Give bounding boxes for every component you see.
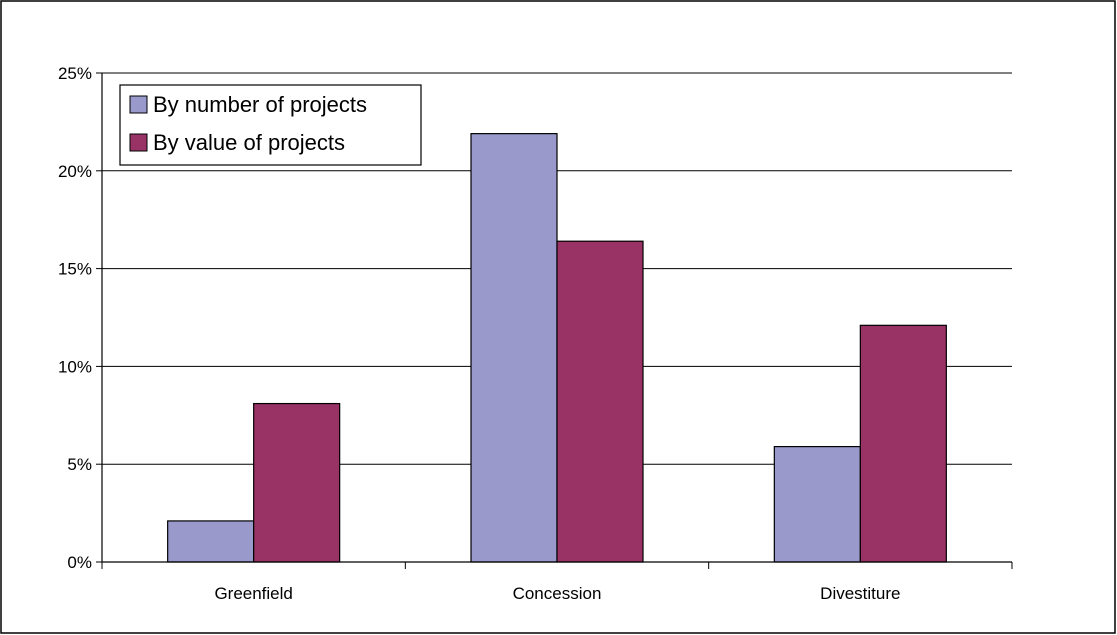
- legend-swatch: [129, 133, 148, 152]
- y-tick-label: 0%: [67, 553, 92, 572]
- legend-box: [119, 84, 422, 166]
- x-tick-label: Greenfield: [214, 584, 292, 603]
- legend-label: By value of projects: [153, 130, 345, 155]
- bar-by-number-concession: [470, 133, 558, 563]
- y-tick-label: 15%: [58, 260, 92, 279]
- y-tick-label: 10%: [58, 357, 92, 376]
- y-tick-label: 5%: [67, 455, 92, 474]
- legend-swatch: [129, 95, 148, 114]
- legend: By number of projects By value of project…: [119, 84, 422, 166]
- bar-by-value-concession: [556, 240, 644, 563]
- legend-label: By number of projects: [153, 92, 367, 117]
- bar-by-value-divestiture: [859, 324, 947, 563]
- x-tick-label: Divestiture: [820, 584, 900, 603]
- y-tick-label: 20%: [58, 162, 92, 181]
- bar-by-number-greenfield: [167, 520, 255, 563]
- axes: 0% 5% 10% 15% 20% 25% Greenfield Concession Dive…: [58, 64, 1013, 603]
- bar-by-number-divestiture: [773, 445, 861, 563]
- x-tick-label: Concession: [513, 584, 602, 603]
- bars: [167, 133, 947, 563]
- bar-by-value-greenfield: [253, 402, 341, 563]
- y-tick-label: 25%: [58, 64, 92, 83]
